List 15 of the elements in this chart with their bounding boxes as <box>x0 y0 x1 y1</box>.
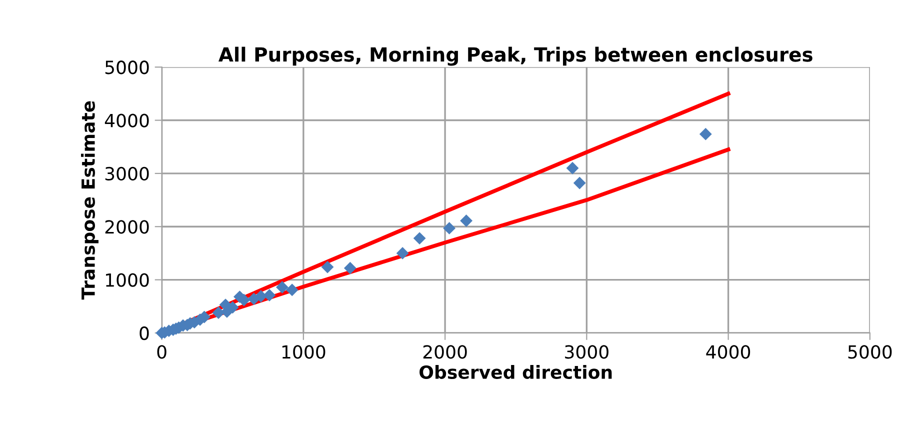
chart-title: All Purposes, Morning Peak, Trips between enclosures <box>218 46 812 66</box>
y-tick-label: 4000 <box>104 114 149 128</box>
x-tick-label: 3000 <box>565 345 608 359</box>
y-axis-title: Transpose Estimate <box>81 101 98 300</box>
y-tick-label: 1000 <box>106 273 149 287</box>
y-tick-label: 5000 <box>105 60 149 74</box>
y-tick-label: 0 <box>140 326 149 340</box>
x-tick-label: 2000 <box>423 345 467 359</box>
y-tick-label: 3000 <box>105 166 149 181</box>
x-tick-label: 0 <box>157 345 166 359</box>
x-axis-title: Observed direction <box>420 365 612 379</box>
y-tick-label: 2000 <box>105 220 149 234</box>
x-tick-label: 4000 <box>706 345 750 359</box>
x-tick-label: 1000 <box>282 345 326 359</box>
x-tick-label: 5000 <box>848 345 892 359</box>
